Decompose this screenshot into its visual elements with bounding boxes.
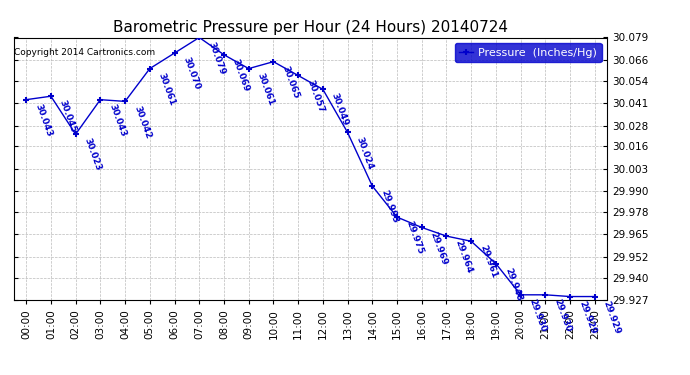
Text: 29.930: 29.930	[528, 298, 548, 333]
Text: 30.023: 30.023	[83, 137, 103, 172]
Text: 30.043: 30.043	[107, 102, 128, 138]
Text: 30.070: 30.070	[181, 56, 201, 91]
Text: 30.045: 30.045	[58, 99, 78, 135]
Legend: Pressure  (Inches/Hg): Pressure (Inches/Hg)	[455, 43, 602, 62]
Text: 30.069: 30.069	[231, 57, 251, 93]
Text: 30.061: 30.061	[157, 71, 177, 107]
Text: 30.057: 30.057	[305, 78, 326, 114]
Text: 30.042: 30.042	[132, 104, 152, 140]
Text: 29.961: 29.961	[478, 244, 499, 280]
Text: 29.930: 29.930	[552, 298, 573, 333]
Text: 30.065: 30.065	[280, 64, 301, 100]
Text: 30.079: 30.079	[206, 40, 226, 76]
Text: 29.929: 29.929	[602, 299, 622, 335]
Text: 29.969: 29.969	[428, 230, 449, 266]
Text: 29.929: 29.929	[577, 299, 598, 335]
Text: 30.043: 30.043	[33, 102, 53, 138]
Title: Barometric Pressure per Hour (24 Hours) 20140724: Barometric Pressure per Hour (24 Hours) …	[113, 20, 508, 35]
Text: 29.993: 29.993	[380, 189, 400, 225]
Text: 30.061: 30.061	[255, 71, 276, 107]
Text: Copyright 2014 Cartronics.com: Copyright 2014 Cartronics.com	[14, 48, 155, 57]
Text: 30.049: 30.049	[330, 92, 350, 128]
Text: 29.964: 29.964	[453, 239, 474, 275]
Text: 29.948: 29.948	[503, 267, 523, 303]
Text: 30.024: 30.024	[355, 135, 375, 171]
Text: 29.975: 29.975	[404, 220, 424, 256]
